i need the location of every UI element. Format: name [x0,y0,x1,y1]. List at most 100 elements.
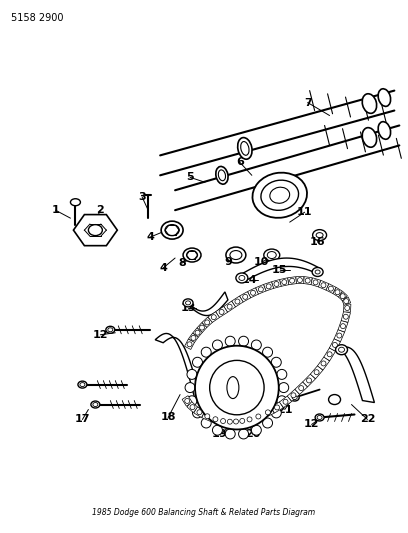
Text: 6: 6 [236,157,244,167]
Polygon shape [224,301,235,312]
Circle shape [256,414,261,419]
Circle shape [282,280,287,285]
Ellipse shape [183,299,193,307]
Polygon shape [262,407,274,418]
Circle shape [195,346,279,430]
Circle shape [211,314,216,320]
Ellipse shape [91,401,100,408]
Polygon shape [239,417,246,425]
Polygon shape [341,311,350,322]
Text: 11: 11 [297,207,313,217]
Circle shape [258,287,263,292]
Polygon shape [233,418,239,425]
Ellipse shape [71,199,80,206]
Polygon shape [342,297,350,305]
Text: 7: 7 [304,98,312,108]
Polygon shape [264,282,274,291]
Polygon shape [227,418,233,425]
Circle shape [227,304,232,309]
Ellipse shape [270,187,290,203]
Polygon shape [202,317,213,328]
Circle shape [277,369,287,379]
Text: 1985 Dodge 600 Balancing Shaft & Related Parts Diagram: 1985 Dodge 600 Balancing Shaft & Related… [93,508,315,517]
Ellipse shape [82,219,109,241]
Circle shape [266,284,271,289]
Ellipse shape [339,347,344,352]
Circle shape [263,347,273,357]
Text: 21: 21 [277,405,293,415]
Circle shape [328,286,333,291]
Circle shape [271,357,281,367]
Circle shape [265,410,271,415]
Ellipse shape [226,247,246,263]
Polygon shape [295,382,308,394]
Circle shape [200,325,204,330]
Polygon shape [271,402,283,413]
Text: 4: 4 [146,232,154,242]
Circle shape [187,369,197,379]
Polygon shape [303,277,312,285]
Circle shape [239,336,248,346]
Text: 5158 2900: 5158 2900 [11,13,63,23]
Polygon shape [324,348,335,361]
Circle shape [205,320,210,325]
Ellipse shape [253,173,307,218]
Ellipse shape [264,249,280,261]
Text: 13: 13 [180,303,196,313]
Text: 8: 8 [178,258,186,268]
Polygon shape [232,296,243,307]
Text: 16: 16 [310,237,326,247]
Circle shape [243,294,248,300]
Circle shape [187,342,192,347]
Circle shape [201,347,211,357]
Polygon shape [272,280,281,288]
Circle shape [327,352,332,357]
Ellipse shape [316,232,323,238]
Polygon shape [194,407,205,417]
Ellipse shape [186,301,191,305]
Text: 22: 22 [360,415,375,424]
Text: 15: 15 [272,265,287,275]
Ellipse shape [89,224,102,236]
Ellipse shape [78,381,87,388]
Ellipse shape [238,138,252,159]
Circle shape [297,278,302,282]
Text: 19: 19 [212,430,228,439]
Polygon shape [184,339,195,350]
Polygon shape [188,333,198,343]
Circle shape [201,418,211,428]
Polygon shape [334,329,345,342]
Polygon shape [317,357,330,370]
Polygon shape [296,277,304,284]
Circle shape [321,361,326,366]
Polygon shape [216,306,228,318]
Circle shape [277,396,287,406]
Circle shape [193,408,202,418]
Circle shape [190,405,195,410]
Ellipse shape [292,395,297,400]
Ellipse shape [186,251,197,260]
Polygon shape [326,284,336,294]
Ellipse shape [216,166,228,184]
Circle shape [341,324,346,329]
Polygon shape [248,288,258,298]
Circle shape [213,425,222,435]
Ellipse shape [93,402,98,407]
Circle shape [299,385,304,391]
Polygon shape [202,411,213,421]
Polygon shape [193,328,202,337]
Ellipse shape [161,221,183,239]
Ellipse shape [312,268,323,277]
Ellipse shape [315,414,324,421]
Circle shape [290,278,295,283]
Polygon shape [338,292,347,301]
Polygon shape [197,322,207,333]
Polygon shape [155,334,201,400]
Circle shape [191,335,196,341]
Ellipse shape [227,377,239,399]
Ellipse shape [362,127,377,147]
Ellipse shape [239,276,245,280]
Polygon shape [187,402,198,413]
Ellipse shape [230,251,242,260]
Polygon shape [344,304,351,312]
